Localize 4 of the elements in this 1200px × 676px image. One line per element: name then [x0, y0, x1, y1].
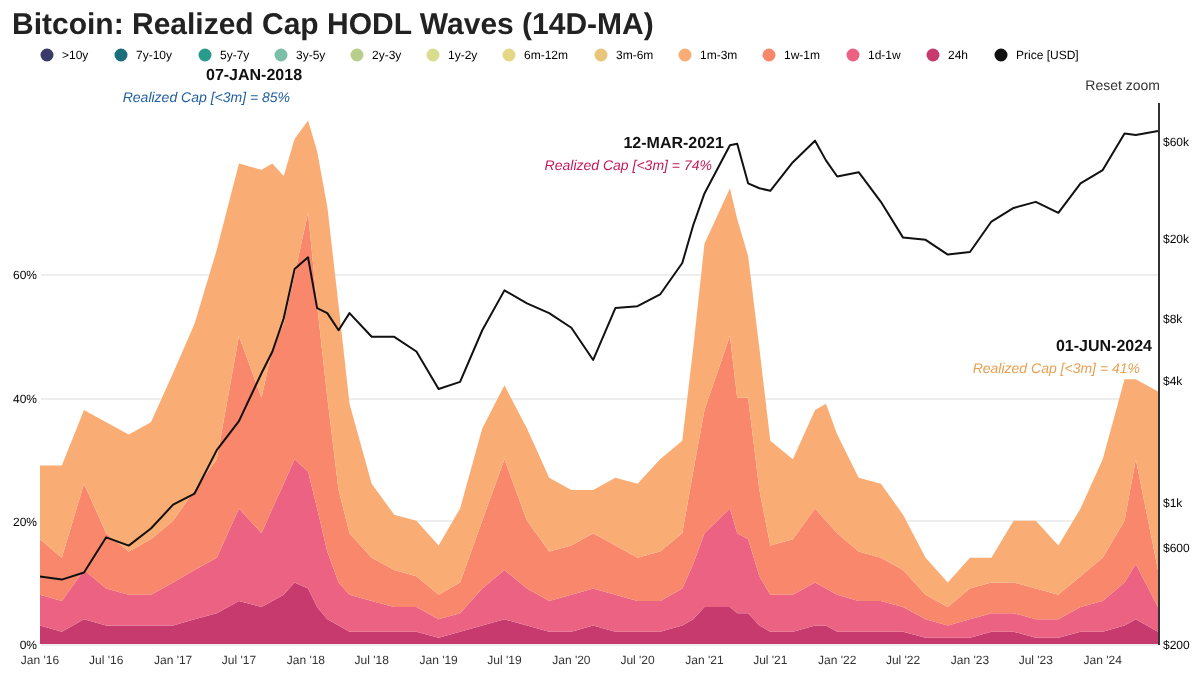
- annotation: 12-MAR-2021: [623, 134, 726, 153]
- annotation: 07-JAN-2018: [205, 66, 304, 85]
- annotation: 01-JUN-2024: [1055, 337, 1154, 356]
- chart-title: Bitcoin: Realized Cap HODL Waves (14D-MA): [11, 8, 654, 42]
